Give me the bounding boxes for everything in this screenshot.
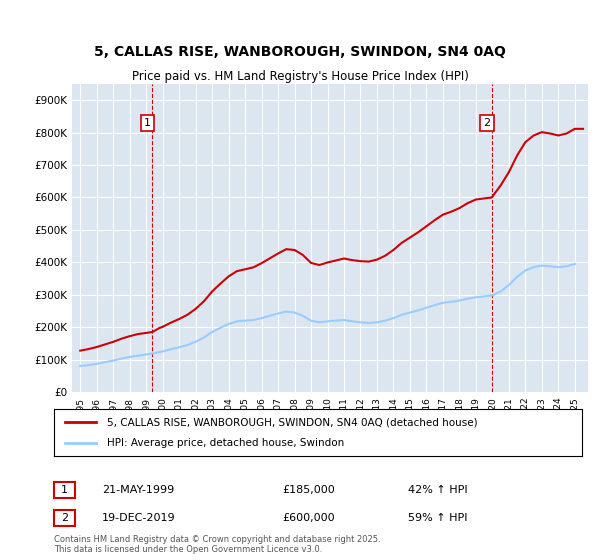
Text: Price paid vs. HM Land Registry's House Price Index (HPI): Price paid vs. HM Land Registry's House …: [131, 70, 469, 83]
Text: 19-DEC-2019: 19-DEC-2019: [102, 513, 176, 523]
Text: 5, CALLAS RISE, WANBOROUGH, SWINDON, SN4 0AQ: 5, CALLAS RISE, WANBOROUGH, SWINDON, SN4…: [94, 45, 506, 59]
Text: 2: 2: [483, 118, 490, 128]
Text: 1: 1: [61, 485, 68, 495]
Text: £185,000: £185,000: [282, 485, 335, 495]
Text: Contains HM Land Registry data © Crown copyright and database right 2025.
This d: Contains HM Land Registry data © Crown c…: [54, 535, 380, 554]
Text: £600,000: £600,000: [282, 513, 335, 523]
Text: 21-MAY-1999: 21-MAY-1999: [102, 485, 174, 495]
Text: 5, CALLAS RISE, WANBOROUGH, SWINDON, SN4 0AQ (detached house): 5, CALLAS RISE, WANBOROUGH, SWINDON, SN4…: [107, 417, 478, 427]
Text: 1: 1: [144, 118, 151, 128]
Text: 59% ↑ HPI: 59% ↑ HPI: [408, 513, 467, 523]
Text: 2: 2: [61, 513, 68, 523]
Text: HPI: Average price, detached house, Swindon: HPI: Average price, detached house, Swin…: [107, 438, 344, 448]
Text: 42% ↑ HPI: 42% ↑ HPI: [408, 485, 467, 495]
